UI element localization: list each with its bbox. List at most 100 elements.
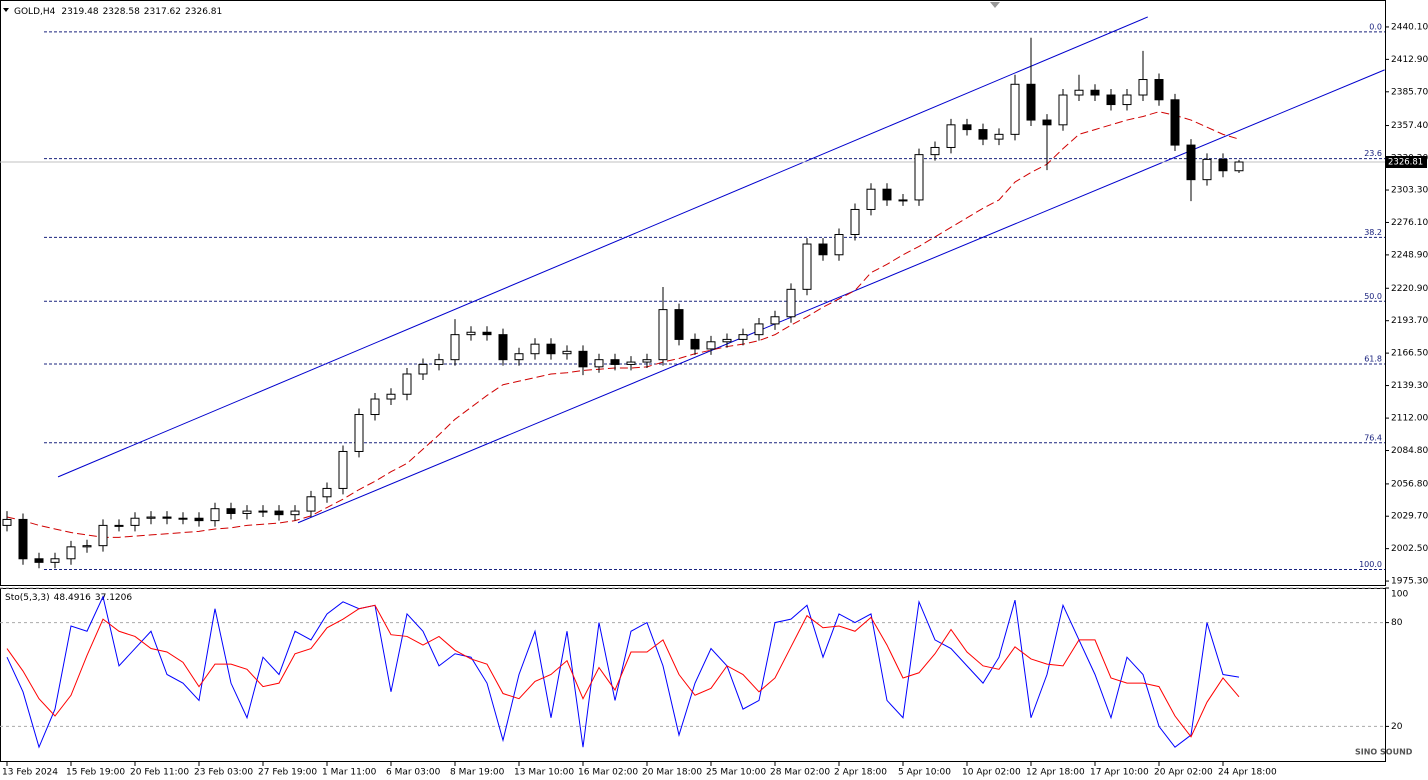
last-close: 2326.81 — [185, 7, 222, 17]
x-tick-label: 28 Mar 02:00 — [770, 768, 830, 778]
candle-body — [418, 363, 428, 375]
candle-body — [322, 487, 332, 498]
stochastic-line — [6, 604, 1240, 738]
candle-body — [834, 234, 844, 256]
x-tick-label: 20 Mar 18:00 — [642, 768, 702, 778]
candle-body — [818, 243, 828, 256]
y-tick-label: 2193.70 — [1391, 316, 1428, 326]
stochastic-line — [6, 595, 1240, 749]
candle-body — [498, 334, 508, 361]
fib-label: 76.4 — [1364, 433, 1382, 442]
candle-body — [706, 341, 716, 350]
candle-body — [610, 359, 620, 365]
candle-body — [786, 288, 796, 318]
candle-body — [946, 124, 956, 148]
candle-body — [1010, 83, 1020, 135]
candle-body — [578, 350, 588, 368]
candle-body — [1058, 94, 1068, 126]
last-high: 2328.58 — [103, 7, 140, 17]
fib-label: 100.0 — [1359, 560, 1382, 569]
fib-label: 38.2 — [1364, 228, 1382, 237]
candle-body — [450, 334, 460, 361]
y-tick-label: 2357.40 — [1391, 121, 1428, 131]
last-low: 2317.62 — [144, 7, 181, 17]
y-tick-label: 2139.30 — [1391, 381, 1428, 391]
candle-body — [386, 393, 396, 400]
candle-body — [866, 188, 876, 210]
menu-arrow[interactable] — [3, 8, 9, 12]
symbol: GOLD,H4 — [14, 7, 56, 17]
channel-line — [57, 16, 1148, 478]
candle-body — [850, 208, 860, 236]
y-tick-label: 2385.70 — [1391, 87, 1428, 97]
candle-body — [82, 545, 92, 548]
candle-body — [354, 414, 364, 452]
shift-marker — [990, 2, 1000, 8]
candle-body — [1026, 83, 1036, 121]
price-pane-border — [0, 0, 1386, 586]
candle-body — [34, 558, 44, 563]
x-tick-label: 17 Apr 10:00 — [1090, 768, 1149, 778]
candle-body — [802, 243, 812, 290]
candle-body — [50, 558, 60, 563]
candle-body — [962, 124, 972, 131]
candle-body — [306, 496, 316, 512]
x-tick-label: 20 Feb 11:00 — [130, 768, 189, 778]
x-tick-label: 8 Mar 19:00 — [450, 768, 505, 778]
y-tick-label: 2248.90 — [1391, 250, 1428, 260]
candle-body — [754, 323, 764, 336]
current-price-box — [1386, 156, 1427, 169]
candle-body — [226, 508, 236, 514]
candle-body — [1202, 158, 1212, 181]
fib-label: 50.0 — [1364, 292, 1382, 301]
candle-body — [642, 359, 652, 363]
oscillator-header: Sto(5,3,3) 48.4916 37.1206 — [5, 593, 132, 603]
y-tick-label: 2220.90 — [1391, 284, 1428, 294]
y-tick-label: 2166.50 — [1391, 349, 1428, 359]
y-tick-label: 2303.30 — [1391, 186, 1428, 196]
y-tick-label: 2440.10 — [1391, 22, 1428, 32]
candle-body — [1106, 94, 1116, 106]
candle-body — [1154, 79, 1164, 101]
y-tick-label: 1975.30 — [1391, 577, 1428, 587]
candle-body — [738, 334, 748, 340]
candle-body — [994, 133, 1004, 140]
fib-label: 23.6 — [1364, 149, 1382, 158]
candle-body — [978, 129, 988, 140]
x-tick-label: 6 Mar 03:00 — [386, 768, 441, 778]
candle-body — [482, 331, 492, 336]
x-tick-label: 27 Feb 19:00 — [258, 768, 317, 778]
candle-body — [162, 516, 172, 519]
x-tick-label: 13 Mar 10:00 — [514, 768, 574, 778]
candle-body — [66, 546, 76, 560]
candle-body — [1234, 161, 1244, 172]
y-tick-label: 2412.90 — [1391, 55, 1428, 65]
y-tick-label: 2056.80 — [1391, 479, 1428, 489]
candle-body — [466, 331, 476, 336]
y-tick-label: 20 — [1391, 722, 1403, 732]
y-tick-label: 2029.70 — [1391, 512, 1428, 522]
x-tick-label: 2 Apr 18:00 — [834, 768, 887, 778]
y-tick-label: 2276.10 — [1391, 218, 1428, 228]
candle-body — [2, 518, 12, 526]
candle-body — [770, 316, 780, 325]
candle-body — [178, 517, 188, 520]
candle-body — [130, 517, 140, 526]
candle-body — [1122, 94, 1132, 106]
x-tick-label: 24 Apr 18:00 — [1218, 768, 1277, 778]
oscillator-title: Sto(5,3,3) — [5, 593, 50, 603]
x-tick-label: 25 Mar 10:00 — [706, 768, 766, 778]
candle-body — [1138, 79, 1148, 96]
y-tick-label: 2084.80 — [1391, 446, 1428, 456]
candle-body — [530, 343, 540, 355]
y-tick-label: 2112.00 — [1391, 414, 1428, 424]
candle-body — [594, 359, 604, 368]
x-tick-label: 5 Apr 10:00 — [898, 768, 951, 778]
candle-body — [146, 516, 156, 519]
main-value: 48.4916 — [54, 593, 91, 603]
candle-body — [546, 343, 556, 355]
candle-body — [562, 350, 572, 355]
candle-body — [290, 510, 300, 516]
channel-line — [297, 69, 1385, 524]
